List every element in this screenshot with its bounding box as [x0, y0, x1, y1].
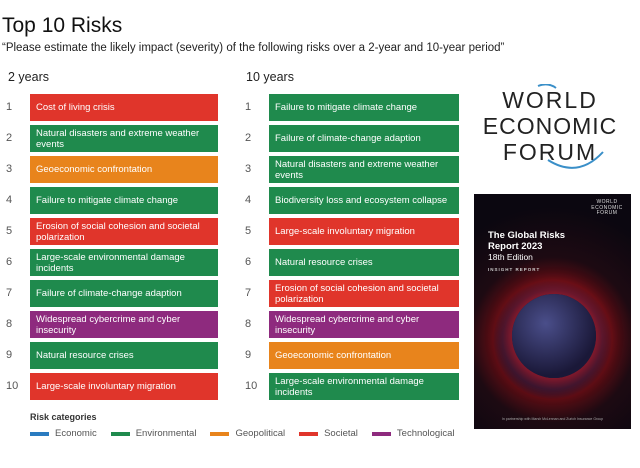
legend-item: Geopolitical	[210, 428, 285, 439]
rank-number: 1	[245, 101, 252, 113]
two-years-heading: 2 years	[8, 70, 49, 84]
rank-number: 8	[245, 318, 252, 330]
risk-bar: Failure to mitigate climate change	[30, 187, 218, 214]
rank-number: 6	[6, 256, 13, 268]
risk-bar: Large-scale environmental damage inciden…	[269, 373, 459, 400]
legend-label: Geopolitical	[235, 428, 286, 439]
cover-title-line2: Report 2023	[488, 241, 543, 252]
legend-swatch	[30, 431, 49, 436]
cover-edition: 18th Edition	[488, 252, 533, 262]
rank-number: 9	[6, 349, 13, 361]
report-cover: WORLD ECONOMIC FORUM The Global Risks Rep…	[474, 194, 631, 429]
cover-title: The Global Risks Report 2023	[488, 230, 565, 252]
rank-number: 5	[245, 225, 252, 237]
risk-bar: Large-scale involuntary migration	[30, 373, 218, 400]
legend-title: Risk categories	[30, 412, 97, 422]
legend-label: Technological	[396, 428, 455, 439]
cover-footer: In partnership with Marsh McLennan and Z…	[501, 417, 604, 421]
risk-bar: Geoeconomic confrontation	[30, 156, 218, 183]
risk-bar: Geoeconomic confrontation	[269, 342, 459, 369]
legend-swatch	[210, 431, 230, 436]
risk-bar: Failure of climate-change adaption	[269, 125, 459, 152]
subtitle: “Please estimate the likely impact (seve…	[2, 42, 505, 54]
rank-number: 2	[6, 132, 13, 144]
legend-swatch	[299, 431, 319, 436]
rank-number: 10	[6, 380, 19, 392]
legend-item: Societal	[299, 428, 358, 439]
rank-number: 10	[245, 380, 258, 392]
rank-number: 4	[6, 194, 13, 206]
rank-number: 9	[245, 349, 252, 361]
rank-number: 8	[6, 318, 13, 330]
risk-bar: Widespread cybercrime and cyber insecuri…	[30, 311, 218, 338]
legend-swatch	[110, 431, 130, 436]
legend-item: Environmental	[110, 428, 197, 439]
rank-number: 3	[245, 163, 252, 175]
wef-logo: WORLD ECONOMIC FORUM	[483, 84, 618, 169]
svg-text:ECONOMIC: ECONOMIC	[483, 113, 618, 139]
risk-bar: Natural disasters and extreme weather ev…	[30, 125, 218, 152]
risk-bar: Biodiversity loss and ecosystem collapse	[269, 187, 459, 214]
risk-bar: Failure of climate-change adaption	[30, 280, 218, 307]
rank-number: 4	[245, 194, 252, 206]
legend: Economic Environmental Geopolitical Societa…	[30, 428, 454, 439]
rank-number: 5	[6, 225, 13, 237]
legend-item: Economic	[30, 428, 97, 439]
ten-years-heading: 10 years	[246, 70, 294, 84]
legend-swatch	[371, 431, 391, 436]
globe-image	[512, 294, 596, 378]
cover-title-line1: The Global Risks	[488, 230, 566, 241]
rank-number: 7	[6, 287, 13, 299]
rank-number: 2	[245, 132, 252, 144]
risk-bar: Large-scale involuntary migration	[269, 218, 459, 245]
risk-bar: Natural disasters and extreme weather ev…	[269, 156, 459, 183]
risk-bar: Cost of living crisis	[30, 94, 218, 121]
page-title: Top 10 Risks	[2, 14, 123, 37]
cover-type: INSIGHT REPORT	[488, 267, 541, 272]
risk-bar: Natural resource crises	[269, 249, 459, 276]
cover-logo: WORLD ECONOMIC FORUM	[591, 199, 623, 216]
rank-number: 7	[245, 287, 252, 299]
risk-bar: Widespread cybercrime and cyber insecuri…	[269, 311, 459, 338]
risk-bar: Failure to mitigate climate change	[269, 94, 459, 121]
legend-label: Economic	[55, 428, 97, 439]
risk-bar: Erosion of social cohesion and societal …	[30, 218, 218, 245]
legend-item: Technological	[371, 428, 455, 439]
legend-label: Environmental	[135, 428, 197, 439]
risk-bar: Erosion of social cohesion and societal …	[269, 280, 459, 307]
rank-number: 3	[6, 163, 13, 175]
legend-label: Societal	[324, 428, 358, 439]
risk-bar: Large-scale environmental damage inciden…	[30, 249, 218, 276]
rank-number: 1	[6, 101, 13, 113]
risk-bar: Natural resource crises	[30, 342, 218, 369]
rank-number: 6	[245, 256, 252, 268]
svg-text:WORLD: WORLD	[502, 87, 598, 113]
